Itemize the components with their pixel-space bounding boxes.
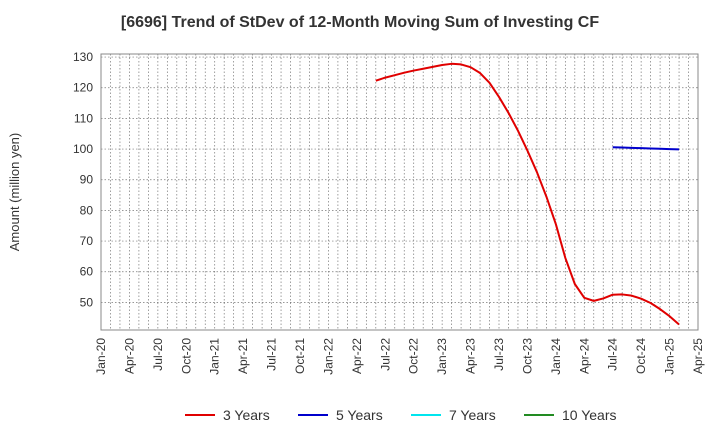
y-tick-label: 90	[80, 173, 94, 187]
y-tick-label: 60	[80, 265, 94, 279]
y-axis-title: Amount (million yen)	[7, 133, 22, 252]
x-tick-label: Oct-24	[634, 338, 648, 374]
x-tick-label: Apr-21	[236, 338, 250, 374]
x-tick-label: Jul-21	[265, 338, 279, 371]
x-tick-label: Apr-20	[122, 338, 136, 374]
series-layer	[375, 62, 680, 326]
legend-label-3-years: 3 Years	[223, 407, 270, 423]
x-tick-label: Oct-21	[293, 338, 307, 374]
x-tick-label: Oct-23	[520, 338, 534, 374]
x-tick-label: Apr-24	[577, 338, 591, 374]
legend-label-7-years: 7 Years	[449, 407, 496, 423]
x-tick-label: Jul-24	[606, 338, 620, 371]
x-tick-label: Oct-22	[407, 338, 421, 374]
x-tick-label: Apr-22	[350, 338, 364, 374]
x-tick-label: Apr-25	[691, 338, 705, 374]
y-tick-label: 120	[73, 81, 93, 95]
x-tick-label: Jan-22	[321, 338, 335, 375]
y-tick-label: 50	[80, 295, 94, 309]
y-tick-label: 80	[80, 203, 94, 217]
chart-title: [6696] Trend of StDev of 12-Month Moving…	[120, 14, 600, 31]
series-line-5-years	[612, 146, 680, 151]
x-tick-label: Jan-24	[549, 338, 563, 375]
series-line-3-years	[375, 62, 680, 326]
x-tick-label: Apr-23	[464, 338, 478, 374]
legend-label-10-years: 10 Years	[562, 407, 617, 423]
x-tick-label: Jul-22	[378, 338, 392, 371]
legend-label-5-years: 5 Years	[336, 407, 383, 423]
y-tick-label: 130	[73, 50, 93, 64]
grid-layer	[100, 54, 699, 330]
x-tick-label: Jan-21	[208, 338, 222, 375]
x-tick-label: Jan-20	[94, 338, 108, 375]
y-tick-labels: 50 60 70 80 90 100 110 120 130	[73, 50, 93, 309]
x-tick-label: Jan-25	[663, 338, 677, 375]
y-tick-label: 70	[80, 234, 94, 248]
x-tick-label: Jul-23	[492, 338, 506, 371]
x-tick-label: Jan-23	[435, 338, 449, 375]
plot-frame	[100, 53, 699, 331]
legend: 3 Years 5 Years 7 Years 10 Years	[185, 407, 617, 423]
x-tick-label: Oct-20	[179, 338, 193, 374]
y-tick-label: 110	[74, 111, 93, 125]
x-tick-label: Jul-20	[151, 338, 165, 371]
y-tick-label: 100	[73, 142, 93, 156]
x-tick-labels: Jan-20 Apr-20 Jul-20 Oct-20 Jan-21 Apr-21 Jul-…	[94, 338, 705, 375]
